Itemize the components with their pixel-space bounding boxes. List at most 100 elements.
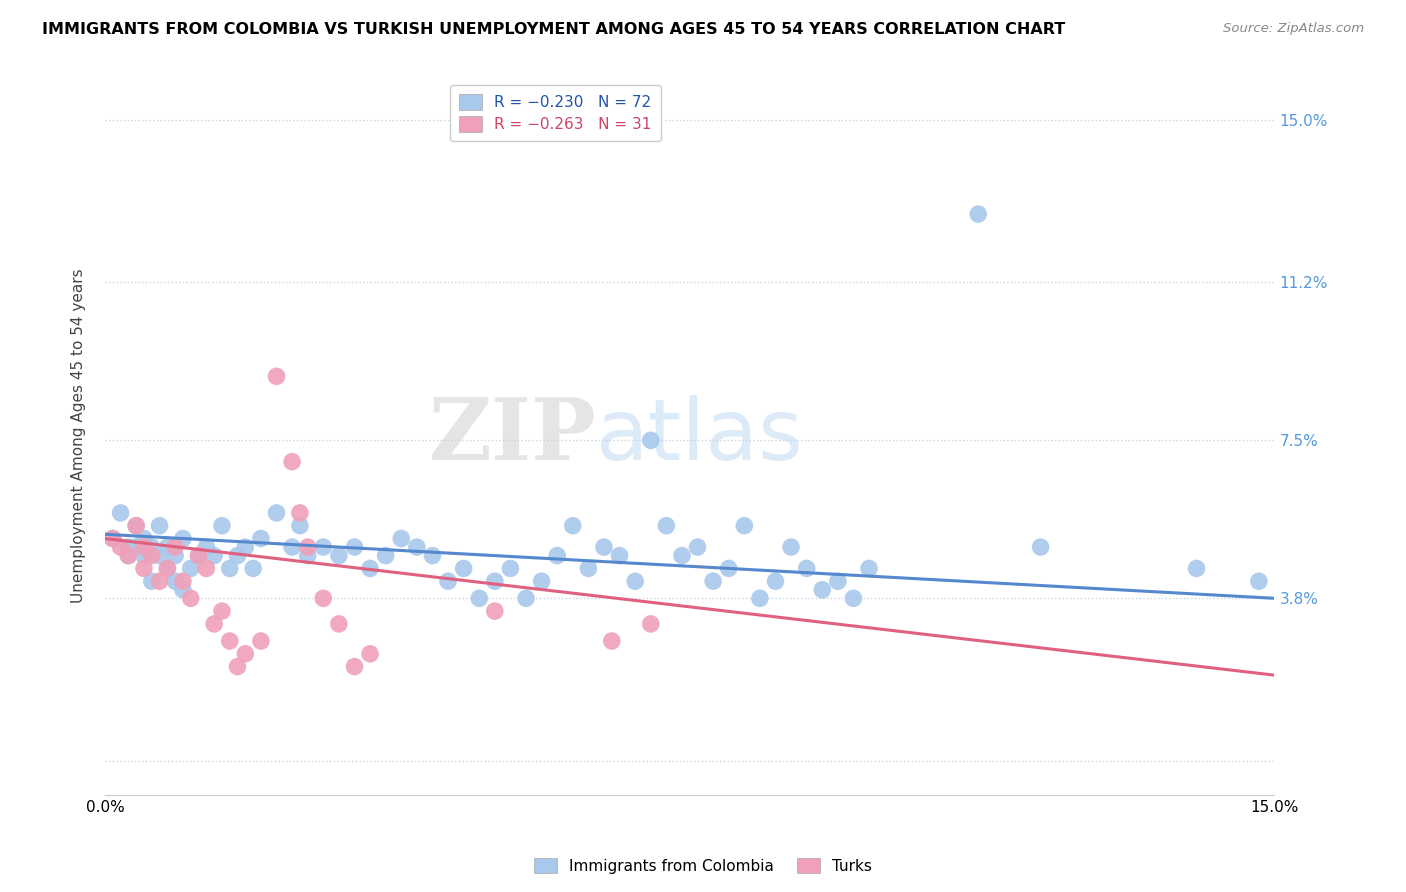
Text: IMMIGRANTS FROM COLOMBIA VS TURKISH UNEMPLOYMENT AMONG AGES 45 TO 54 YEARS CORRE: IMMIGRANTS FROM COLOMBIA VS TURKISH UNEM… [42,22,1066,37]
Point [297,549,319,563]
Point [422,549,444,563]
Point [515,591,537,606]
Point [180,561,202,575]
Point [281,455,304,469]
Point [343,540,366,554]
Point [328,616,350,631]
Point [266,506,288,520]
Point [858,561,880,575]
Point [233,647,256,661]
Point [172,582,194,597]
Point [218,634,240,648]
Point [748,591,770,606]
Point [624,574,647,589]
Point [359,561,381,575]
Point [202,549,225,563]
Point [499,561,522,575]
Point [132,561,155,575]
Point [211,604,233,618]
Legend: R = −0.230   N = 72, R = −0.263   N = 31: R = −0.230 N = 72, R = −0.263 N = 31 [450,85,661,142]
Point [484,574,506,589]
Text: atlas: atlas [596,394,804,477]
Point [312,540,335,554]
Point [233,540,256,554]
Point [1247,574,1270,589]
Point [148,518,170,533]
Point [187,549,209,563]
Point [141,549,163,563]
Point [811,582,834,597]
Point [125,518,148,533]
Point [288,506,311,520]
Point [172,532,194,546]
Point [110,540,132,554]
Point [389,532,412,546]
Point [250,532,273,546]
Text: Source: ZipAtlas.com: Source: ZipAtlas.com [1223,22,1364,36]
Point [250,634,273,648]
Point [165,540,187,554]
Point [967,207,990,221]
Point [780,540,803,554]
Point [148,574,170,589]
Point [110,506,132,520]
Point [165,549,187,563]
Point [328,549,350,563]
Y-axis label: Unemployment Among Ages 45 to 54 years: Unemployment Among Ages 45 to 54 years [72,268,86,603]
Point [226,549,249,563]
Point [437,574,460,589]
Legend: Immigrants from Colombia, Turks: Immigrants from Colombia, Turks [527,852,879,880]
Point [312,591,335,606]
Point [640,616,662,631]
Point [211,518,233,533]
Point [141,574,163,589]
Point [546,549,568,563]
Point [405,540,427,554]
Point [242,561,264,575]
Point [288,518,311,533]
Point [226,659,249,673]
Point [195,561,218,575]
Point [101,532,124,546]
Point [530,574,553,589]
Point [468,591,491,606]
Point [117,549,139,563]
Point [827,574,849,589]
Point [132,549,155,563]
Point [297,540,319,554]
Point [453,561,475,575]
Point [172,574,194,589]
Point [101,532,124,546]
Point [374,549,396,563]
Point [156,561,179,575]
Point [132,532,155,546]
Point [165,574,187,589]
Point [1185,561,1208,575]
Point [796,561,818,575]
Point [640,434,662,448]
Point [359,647,381,661]
Point [132,540,155,554]
Point [195,540,218,554]
Point [218,561,240,575]
Point [733,518,755,533]
Point [180,591,202,606]
Point [702,574,724,589]
Point [765,574,787,589]
Point [593,540,616,554]
Point [202,616,225,631]
Point [117,549,139,563]
Point [343,659,366,673]
Point [156,561,179,575]
Point [1029,540,1052,554]
Point [281,540,304,554]
Point [156,540,179,554]
Point [141,540,163,554]
Point [717,561,740,575]
Point [484,604,506,618]
Point [117,540,139,554]
Point [686,540,709,554]
Point [125,540,148,554]
Point [600,634,623,648]
Point [125,518,148,533]
